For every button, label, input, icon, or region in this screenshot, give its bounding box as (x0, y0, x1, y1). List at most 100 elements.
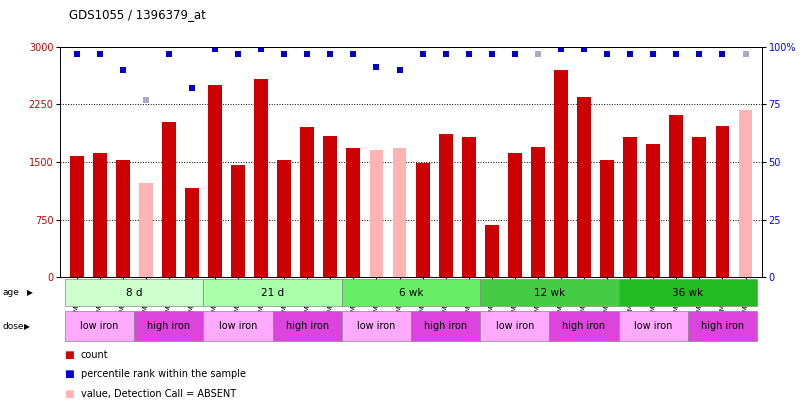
Text: ▶: ▶ (27, 288, 32, 297)
Point (646, 50, 659, 57)
Bar (688, 311, 757, 341)
Text: low iron: low iron (81, 321, 118, 331)
Text: 6 wk: 6 wk (399, 288, 423, 298)
Point (555, 46, 567, 52)
Point (209, 46, 222, 52)
Bar (531, 147, 545, 277)
Point (416, 50, 429, 57)
Bar (93, 153, 106, 277)
Bar (692, 137, 706, 277)
Bar (646, 144, 660, 277)
Bar (203, 279, 342, 306)
Text: high iron: high iron (701, 321, 744, 331)
Bar (416, 163, 430, 277)
Bar (619, 279, 757, 306)
Bar (716, 126, 729, 277)
Bar (254, 79, 268, 277)
Text: low iron: low iron (496, 321, 534, 331)
Bar (670, 115, 683, 277)
Bar (438, 134, 453, 277)
Point (370, 64, 383, 70)
Point (509, 50, 521, 57)
Bar (554, 70, 568, 277)
Point (116, 66, 129, 73)
Bar (619, 311, 688, 341)
Text: ■: ■ (64, 389, 74, 399)
Bar (208, 85, 222, 277)
Bar (323, 136, 337, 277)
Bar (272, 311, 342, 341)
Bar (480, 279, 619, 306)
Bar (185, 188, 199, 277)
Bar (69, 156, 84, 277)
Point (139, 96, 152, 103)
Text: 21 d: 21 d (261, 288, 285, 298)
Text: age: age (2, 288, 19, 297)
Point (693, 50, 706, 57)
Bar (231, 165, 245, 277)
Bar (577, 96, 591, 277)
Point (531, 50, 544, 57)
Bar (135, 311, 203, 341)
Bar (738, 110, 753, 277)
Bar (600, 160, 614, 277)
Bar (485, 225, 499, 277)
Point (485, 50, 498, 57)
Point (278, 50, 291, 57)
Bar (480, 311, 550, 341)
Bar (508, 153, 521, 277)
Text: high iron: high iron (147, 321, 190, 331)
Bar (393, 148, 406, 277)
Bar (347, 148, 360, 277)
Bar (65, 279, 203, 306)
Text: 12 wk: 12 wk (534, 288, 565, 298)
Point (255, 46, 268, 52)
Point (624, 50, 637, 57)
Bar (116, 160, 130, 277)
Point (347, 50, 359, 57)
Bar (411, 311, 480, 341)
Point (463, 50, 476, 57)
Bar (623, 137, 637, 277)
Text: 36 wk: 36 wk (672, 288, 704, 298)
Point (578, 46, 591, 52)
Point (301, 50, 314, 57)
Text: dose: dose (2, 322, 24, 330)
Bar (342, 311, 411, 341)
Text: low iron: low iron (357, 321, 396, 331)
Point (70, 50, 83, 57)
Text: ■: ■ (64, 369, 74, 379)
Point (163, 50, 176, 57)
Bar (139, 183, 152, 277)
Bar (65, 311, 135, 341)
Text: low iron: low iron (634, 321, 672, 331)
Bar (342, 279, 480, 306)
Point (739, 50, 752, 57)
Bar (462, 137, 476, 277)
Text: high iron: high iron (563, 321, 605, 331)
Point (670, 50, 683, 57)
Bar (162, 122, 176, 277)
Text: count: count (81, 350, 108, 360)
Text: ■: ■ (64, 350, 74, 360)
Text: GDS1055 / 1396379_at: GDS1055 / 1396379_at (69, 8, 206, 21)
Text: percentile rank within the sample: percentile rank within the sample (81, 369, 246, 379)
Point (439, 50, 452, 57)
Text: high iron: high iron (424, 321, 467, 331)
Text: low iron: low iron (219, 321, 257, 331)
Point (185, 85, 198, 92)
Point (716, 50, 729, 57)
Bar (369, 150, 384, 277)
Text: value, Detection Call = ABSENT: value, Detection Call = ABSENT (81, 389, 235, 399)
Point (231, 50, 244, 57)
Point (324, 50, 337, 57)
Text: high iron: high iron (285, 321, 329, 331)
Point (600, 50, 613, 57)
Bar (277, 160, 291, 277)
Bar (301, 127, 314, 277)
Point (393, 66, 406, 73)
Bar (550, 311, 619, 341)
Bar (203, 311, 272, 341)
Text: ▶: ▶ (24, 322, 30, 330)
Point (93, 50, 106, 57)
